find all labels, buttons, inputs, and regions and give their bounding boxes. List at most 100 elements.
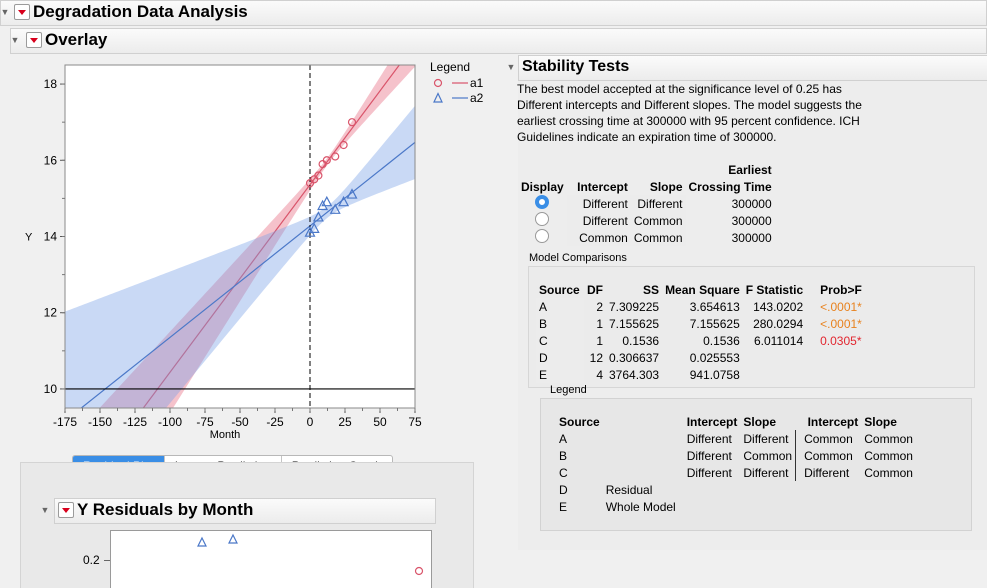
residual-point	[228, 533, 238, 544]
table-cell: 280.0294	[753, 316, 804, 331]
legend-item-a1[interactable]: a1	[430, 75, 510, 90]
residuals-header: ▼ Y Residuals by Month	[40, 499, 254, 521]
residuals-ytick: 0.2	[83, 553, 100, 567]
table-cell	[806, 349, 865, 366]
table-cell	[603, 430, 684, 447]
data-point[interactable]	[346, 188, 358, 199]
slope-cell: Different	[630, 195, 686, 212]
data-point[interactable]	[338, 195, 350, 207]
table-cell: E	[559, 499, 568, 514]
data-point[interactable]	[314, 171, 323, 180]
x-tick-label: 50	[373, 415, 387, 429]
x-tick-label: -75	[196, 415, 214, 429]
intercept-cell: Different	[566, 212, 631, 229]
table-row: A Different Different Common Common	[556, 430, 916, 447]
table-cell: Common	[864, 465, 913, 480]
slope-header: Slope	[649, 179, 683, 194]
table-cell: 0.1536	[622, 333, 660, 348]
red-triangle-menu-icon[interactable]	[58, 502, 74, 518]
x-tick-label: -100	[158, 415, 182, 429]
residuals-plot-frame[interactable]	[110, 530, 432, 588]
table-cell: 143.0202	[753, 299, 804, 314]
display-radio[interactable]	[535, 212, 550, 226]
data-point[interactable]	[339, 140, 348, 150]
disclosure-icon[interactable]: ▼	[0, 7, 10, 17]
table-cell	[861, 481, 916, 498]
table-cell	[684, 498, 741, 515]
y-tick-label: 12	[44, 306, 58, 320]
table-cell	[603, 464, 684, 481]
earliest-header: Earliest	[728, 162, 772, 177]
table-cell	[796, 498, 862, 515]
overlay-plot[interactable]: -175 -150 -125 -100 -75 -50 -25 0 25 50 75 10 12 14 16…	[0, 55, 430, 455]
table-cell: Whole Model	[605, 499, 676, 514]
table-row: D Residual	[556, 481, 916, 498]
table-cell: 1	[596, 316, 603, 331]
table-cell: D	[559, 482, 568, 497]
table-cell: 6.011014	[753, 333, 804, 348]
intercept-cell: Common	[566, 229, 631, 246]
table-cell: 0.0305*	[820, 333, 862, 348]
red-triangle-menu-icon[interactable]	[14, 4, 30, 20]
table-cell: 0.025553	[689, 350, 740, 365]
table-cell: E	[536, 366, 584, 383]
triangle-marker-icon	[433, 91, 468, 103]
data-point[interactable]	[347, 118, 357, 127]
table-cell: 3764.303	[609, 367, 660, 382]
model-comparisons-label: Model Comparisons	[529, 252, 627, 264]
data-point[interactable]	[321, 195, 333, 207]
y-tick-label: 16	[44, 153, 58, 167]
x-tick-label: 75	[408, 415, 422, 429]
table-row: C 1 0.1536 0.1536 6.011014 0.0305*	[536, 332, 865, 349]
table-cell: C	[536, 332, 584, 349]
disclosure-icon[interactable]: ▼	[10, 35, 20, 45]
data-point[interactable]	[331, 152, 340, 161]
data-point[interactable]	[329, 203, 341, 214]
overlay-legend: Legend a1 a2	[430, 60, 510, 105]
y-tick-label: 14	[44, 230, 58, 244]
data-point[interactable]	[308, 222, 320, 233]
stability-title: Stability Tests	[522, 58, 630, 75]
residuals-header-band	[54, 498, 436, 524]
column-header: Slope	[743, 414, 777, 429]
table-cell: Common	[795, 447, 862, 464]
table-cell: Different	[686, 465, 732, 480]
table-row: B 1 7.155625 7.155625 280.0294 <.0001*	[536, 315, 865, 332]
table-cell: Common	[795, 430, 862, 447]
table-cell: Common	[743, 448, 793, 463]
table-cell	[861, 498, 916, 515]
display-radio[interactable]	[535, 229, 550, 243]
residual-point	[197, 536, 207, 547]
column-header: Slope	[864, 414, 897, 429]
column-header: F Statistic	[745, 282, 804, 297]
display-radio[interactable]	[535, 195, 550, 209]
table-cell	[743, 349, 806, 366]
table-row: Different Common 300000	[518, 212, 775, 229]
overlay-header: ▼ Overlay	[10, 29, 108, 51]
x-tick-label: 25	[338, 415, 352, 429]
x-tick-label: -175	[53, 415, 77, 429]
red-triangle-menu-icon[interactable]	[26, 32, 42, 48]
disclosure-icon[interactable]: ▼	[506, 62, 516, 72]
table-row: C Different Different Different Common	[556, 464, 916, 481]
data-point[interactable]	[322, 156, 331, 165]
residuals-ytick-mark	[104, 560, 110, 561]
fit-line	[142, 65, 401, 408]
table-cell: 7.309225	[609, 299, 660, 314]
table-cell: Common	[864, 448, 913, 463]
disclosure-icon[interactable]: ▼	[40, 505, 50, 515]
table-cell: C	[559, 465, 568, 480]
table-cell: 7.155625	[689, 316, 740, 331]
crossing-time-cell: 300000	[731, 196, 772, 211]
legend2-label: Legend	[550, 384, 587, 396]
report-header-band	[0, 0, 987, 26]
data-point[interactable]	[312, 211, 324, 222]
legend-item-a2[interactable]: a2	[430, 90, 510, 105]
table-row: Different Different 300000	[518, 195, 775, 212]
y-axis-label: Y	[25, 232, 33, 244]
residual-markers	[197, 533, 424, 576]
stability-text: The best model accepted at the significa…	[517, 82, 862, 144]
table-cell: B	[559, 448, 568, 463]
table-row: E 4 3764.303 941.0758	[536, 366, 865, 383]
table-cell: 1	[596, 333, 603, 348]
